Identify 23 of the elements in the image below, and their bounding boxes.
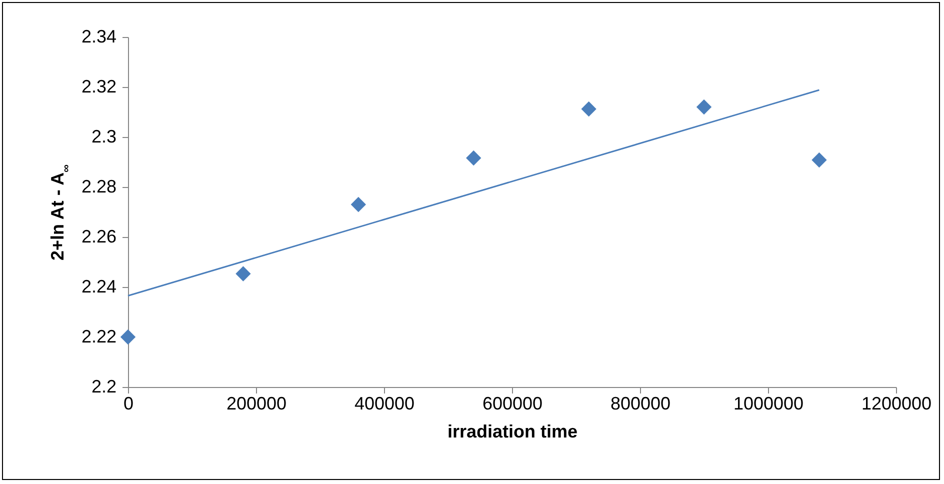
x-tick-label: 600000 [482,394,543,414]
point [236,266,251,282]
x-tick-label: 800000 [610,394,671,414]
point [350,196,366,212]
y-tick-label: 2.34 [81,26,116,46]
x-tick-label: 1000000 [733,394,804,414]
x-tick-label: 400000 [354,394,415,414]
y-tick-label: 2.24 [81,276,116,296]
y-tick-label: 2.28 [81,176,116,196]
point [466,150,482,166]
y-tick-label: 2.2 [91,376,116,396]
y-tick-label: 2.22 [81,326,116,346]
y-tick-label: 2.3 [91,126,116,146]
point [812,152,827,168]
point [696,99,712,115]
y-tick-label: 2.26 [81,226,116,246]
x-tick-label: 200000 [226,394,287,414]
point [581,101,596,117]
x-tick-label: 0 [123,394,134,414]
y-tick-label: 2.32 [81,76,116,96]
x-axis-title: irradiation time [447,422,578,442]
x-tick-label: 1200000 [861,394,932,414]
point [120,329,136,345]
